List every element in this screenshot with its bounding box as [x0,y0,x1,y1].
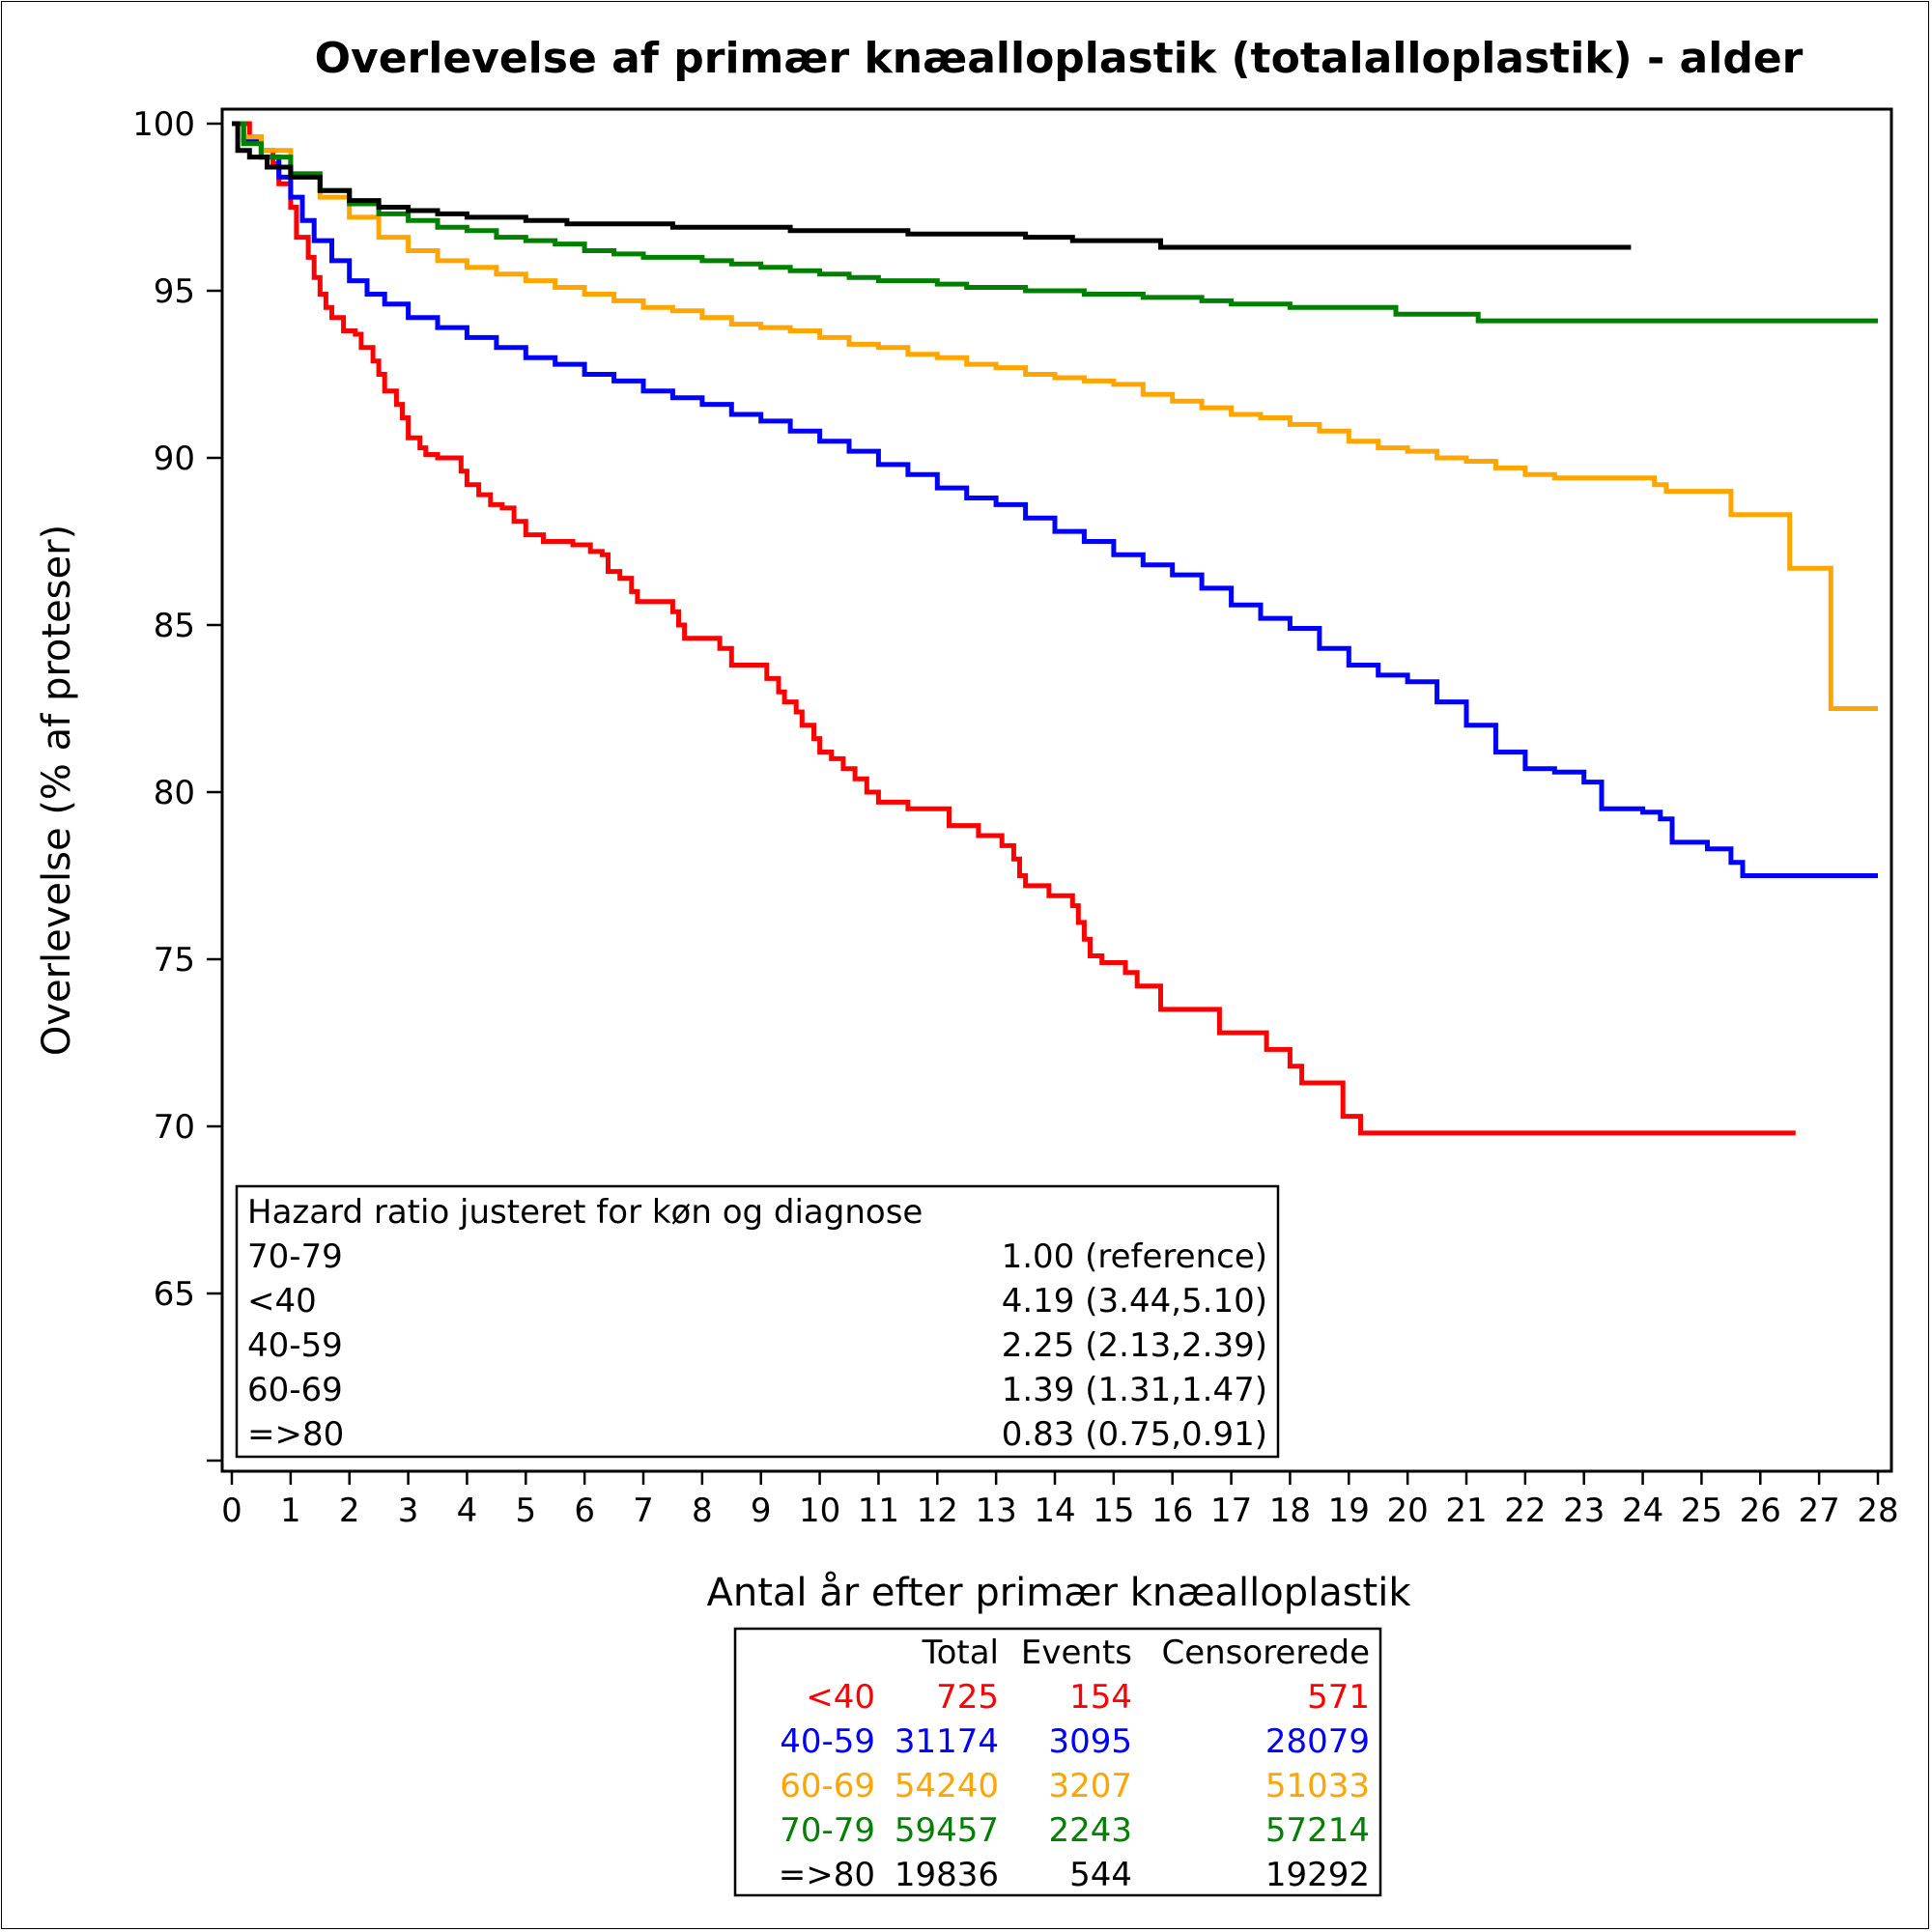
hazard-row-group: <40 [247,1282,317,1321]
y-tick-label: 80 [154,774,195,812]
series-line [232,121,1796,1136]
counts-row: <40 725 154 571 [806,1678,1370,1717]
hazard-row-value: 2.25 (2.13,2.39) [1002,1326,1267,1365]
x-tick-label: 10 [799,1492,840,1530]
counts-row-group: 40-59 [780,1722,875,1761]
plot-area [220,107,1893,1473]
x-tick-label: 23 [1563,1492,1605,1530]
counts-row-events: 3095 [1048,1722,1132,1761]
counts-row-total: 19836 [895,1856,999,1894]
y-tick-label: 65 [154,1275,195,1314]
counts-row-total: 725 [936,1678,999,1717]
hazard-row-value: 1.00 (reference) [1002,1237,1267,1276]
counts-row-censored: 28079 [1265,1722,1370,1761]
x-tick-label: 27 [1799,1492,1840,1530]
x-tick-label: 9 [751,1492,772,1530]
series-line [232,121,1878,711]
counts-row: 40-59 31174 3095 28079 [780,1722,1370,1761]
x-tick-label: 14 [1034,1492,1075,1530]
y-axis-label: Overlevelse (% af proteser) [35,525,79,1056]
counts-table-border [733,1627,1382,1897]
y-tick-label: 100 [132,105,195,144]
x-tick-label: 19 [1328,1492,1370,1530]
counts-row-events: 3207 [1048,1767,1132,1805]
counts-row-events: 154 [1069,1678,1132,1717]
series-group [232,121,1878,1136]
x-tick-label: 7 [633,1492,654,1530]
x-tick-label: 8 [692,1492,713,1530]
x-tick-label: 0 [221,1492,242,1530]
x-tick-label: 11 [858,1492,899,1530]
x-tick-label: 13 [976,1492,1017,1530]
counts-row-total: 31174 [895,1722,999,1761]
counts-row-group: <40 [806,1678,875,1717]
hazard-row-group: 40-59 [247,1326,343,1365]
hazard-ratio-box-border [235,1184,1280,1459]
counts-row-total: 54240 [895,1767,999,1805]
series-line [232,121,1632,250]
x-tick-label: 17 [1210,1492,1252,1530]
x-tick-label: 4 [457,1492,478,1530]
counts-row: =>80 19836 544 19292 [779,1856,1370,1894]
x-tick-label: 21 [1445,1492,1487,1530]
counts-row-censored: 57214 [1265,1811,1370,1850]
y-axis: 100 95 90 85 80 75 70 65 [132,105,222,1463]
x-tick-label: 20 [1387,1492,1429,1530]
counts-row-censored: 571 [1307,1678,1370,1717]
x-tick-label: 15 [1093,1492,1134,1530]
x-tick-label: 25 [1681,1492,1722,1530]
x-tick-label: 12 [917,1492,958,1530]
counts-row: 70-79 59457 2243 57214 [780,1811,1370,1850]
counts-row-censored: 19292 [1265,1856,1370,1894]
counts-row-events: 2243 [1048,1811,1132,1850]
counts-header-events: Events [1021,1634,1132,1672]
counts-table: Total Events Censorerede <40 725 154 571… [733,1627,1382,1897]
hazard-row-group: 60-69 [247,1371,343,1409]
counts-row-group: =>80 [779,1856,875,1894]
chart-title: Overlevelse af primær knæalloplastik (to… [315,34,1804,83]
counts-row-censored: 51033 [1265,1767,1370,1805]
x-tick-label: 18 [1269,1492,1311,1530]
x-tick-label: 6 [574,1492,595,1530]
hazard-row-value: 4.19 (3.44,5.10) [1002,1282,1267,1321]
x-axis-label: Antal år efter primær knæalloplastik [706,1571,1411,1615]
x-tick-label: 26 [1740,1492,1781,1530]
x-tick-label: 24 [1622,1492,1663,1530]
counts-header-total: Total [922,1634,999,1672]
hazard-row-group: =>80 [247,1415,344,1454]
x-tick-label: 28 [1857,1492,1898,1530]
counts-row-events: 544 [1069,1856,1132,1894]
x-tick-label: 5 [515,1492,536,1530]
hazard-row-value: 1.39 (1.31,1.47) [1002,1371,1267,1409]
series-line [232,121,1878,878]
y-tick-label: 90 [154,440,195,478]
x-axis: 0 1 2 3 4 5 6 7 8 9 10 11 12 13 14 15 16 17 18 19 20 21 22 23 24… [221,1471,1899,1530]
x-tick-label: 2 [339,1492,360,1530]
y-tick-label: 70 [154,1108,195,1147]
y-tick-label: 95 [154,272,195,311]
y-tick-label: 85 [154,607,195,645]
x-tick-label: 1 [280,1492,301,1530]
counts-row-group: 70-79 [780,1811,875,1850]
counts-row-total: 59457 [895,1811,999,1850]
y-tick-label: 75 [154,941,195,980]
hazard-ratio-box: Hazard ratio justeret for køn og diagnos… [235,1184,1280,1459]
x-tick-label: 3 [398,1492,419,1530]
hazard-row-value: 0.83 (0.75,0.91) [1002,1415,1267,1454]
counts-row-group: 60-69 [780,1767,875,1805]
series-line [232,121,1878,324]
x-tick-label: 16 [1151,1492,1193,1530]
counts-row: 60-69 54240 3207 51033 [780,1767,1370,1805]
counts-header-censored: Censorerede [1161,1634,1370,1672]
hazard-ratio-title: Hazard ratio justeret for køn og diagnos… [247,1193,923,1232]
hazard-row-group: 70-79 [247,1237,343,1276]
x-tick-label: 22 [1504,1492,1546,1530]
